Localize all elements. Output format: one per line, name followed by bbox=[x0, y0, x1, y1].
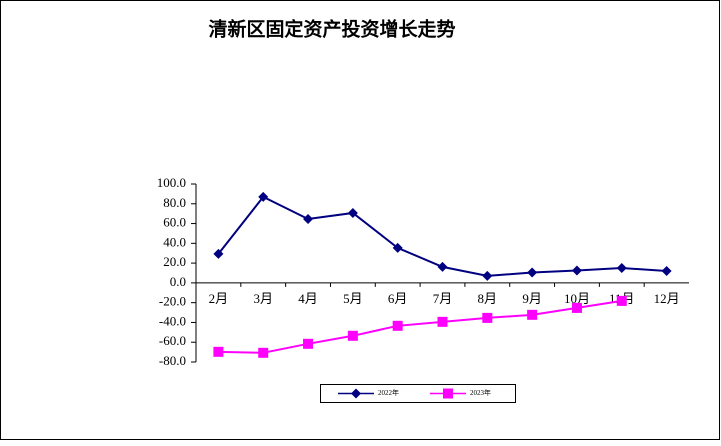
legend-label: 2022年 bbox=[378, 388, 399, 397]
y-tick-label: 40.0 bbox=[163, 234, 186, 249]
y-tick-label: -20.0 bbox=[159, 294, 186, 309]
data-point bbox=[527, 309, 538, 320]
x-tick-label: 12月 bbox=[654, 291, 680, 306]
legend-marker bbox=[351, 388, 361, 399]
data-point bbox=[347, 330, 358, 341]
data-point bbox=[303, 214, 314, 225]
x-tick-label: 6月 bbox=[388, 291, 408, 306]
data-point bbox=[392, 242, 403, 253]
x-tick-label: 4月 bbox=[298, 291, 318, 306]
y-tick-label: 100.0 bbox=[157, 175, 186, 190]
x-tick-label: 9月 bbox=[522, 291, 542, 306]
data-point bbox=[616, 263, 627, 274]
data-point bbox=[616, 295, 627, 306]
chart-title: 清新区固定资产投资增长走势 bbox=[208, 18, 455, 41]
data-point bbox=[661, 266, 672, 277]
x-tick-label: 5月 bbox=[343, 291, 363, 306]
data-point bbox=[303, 338, 314, 349]
data-point bbox=[437, 261, 448, 272]
data-point bbox=[258, 191, 269, 202]
data-point bbox=[213, 346, 224, 357]
y-tick-label: 20.0 bbox=[163, 254, 186, 269]
legend-box bbox=[320, 384, 516, 403]
x-tick-label: 2月 bbox=[209, 291, 229, 306]
data-point bbox=[258, 347, 269, 358]
series-line bbox=[218, 299, 622, 354]
y-tick-label: 0.0 bbox=[170, 274, 186, 289]
data-point bbox=[437, 316, 448, 327]
y-tick-label: -80.0 bbox=[159, 353, 186, 368]
y-tick-label: 80.0 bbox=[163, 195, 186, 210]
legend-label: 2023年 bbox=[470, 388, 491, 397]
data-point bbox=[571, 302, 582, 313]
y-tick-label: -60.0 bbox=[159, 333, 186, 348]
y-tick-label: -40.0 bbox=[159, 313, 186, 328]
x-tick-label: 7月 bbox=[433, 291, 453, 306]
data-point bbox=[213, 248, 224, 259]
data-point bbox=[392, 320, 403, 331]
y-tick-label: 60.0 bbox=[163, 215, 186, 230]
data-point bbox=[571, 265, 582, 276]
data-point bbox=[347, 207, 358, 218]
data-point bbox=[527, 267, 538, 278]
legend-marker bbox=[443, 388, 453, 399]
x-tick-label: 3月 bbox=[253, 291, 273, 306]
data-point bbox=[482, 270, 493, 281]
data-point bbox=[482, 312, 493, 323]
x-tick-label: 8月 bbox=[478, 291, 498, 306]
x-tick-label: 10月 bbox=[564, 291, 590, 306]
